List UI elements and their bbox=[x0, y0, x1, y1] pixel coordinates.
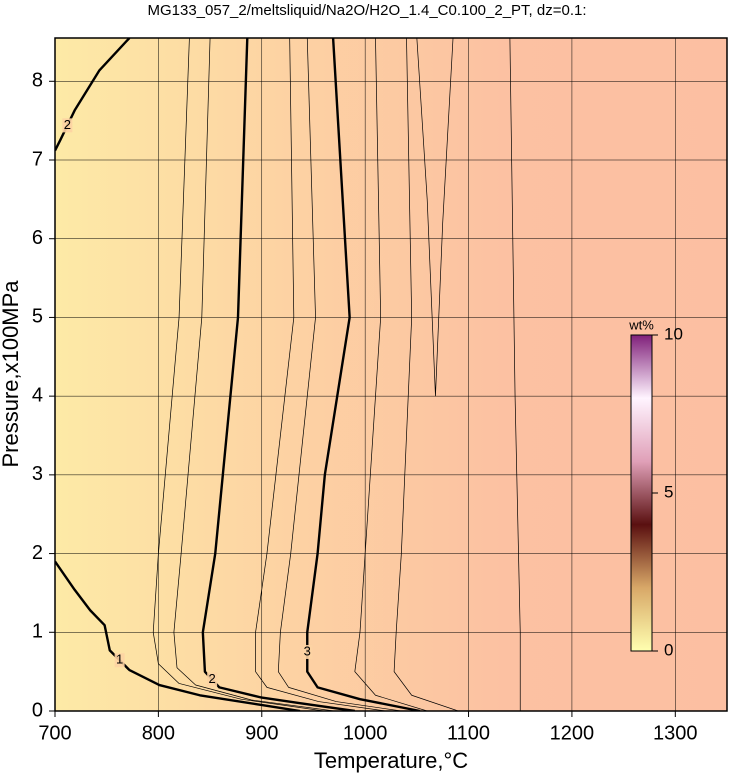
major-contour bbox=[201, 38, 355, 711]
y-tick-label: 7 bbox=[32, 148, 43, 170]
colorbar bbox=[630, 334, 653, 652]
contour bbox=[509, 38, 521, 711]
x-tick-label: 800 bbox=[142, 722, 175, 744]
y-tick-label: 0 bbox=[32, 699, 43, 721]
major-contour bbox=[55, 38, 131, 152]
plot-background bbox=[55, 38, 727, 711]
y-tick-label: 8 bbox=[32, 70, 43, 92]
colorbar-tick-label: 5 bbox=[664, 482, 673, 501]
plot-area: 1 2 3 2 bbox=[55, 38, 727, 711]
contour-label-bg bbox=[302, 644, 313, 659]
contour bbox=[255, 38, 386, 711]
contour bbox=[152, 38, 324, 711]
contour bbox=[416, 38, 454, 397]
y-tick-label: 4 bbox=[32, 384, 43, 406]
contour-label-bg bbox=[207, 672, 218, 687]
x-tick-label: 1100 bbox=[447, 722, 490, 744]
x-tick-label: 1000 bbox=[343, 722, 388, 744]
x-axis-label: Temperature,°C bbox=[314, 748, 468, 773]
colorbar-tick-label: 0 bbox=[664, 640, 673, 659]
contour-label: 1 bbox=[116, 652, 123, 667]
y-tick-label: 1 bbox=[32, 621, 43, 643]
contour-label: 2 bbox=[64, 117, 71, 132]
x-tick-label: 1300 bbox=[653, 722, 698, 744]
x-tick-label: 700 bbox=[38, 722, 71, 744]
major-contour bbox=[306, 38, 421, 711]
contour-label-bg bbox=[62, 118, 73, 133]
contour-label: 2 bbox=[209, 671, 216, 686]
y-tick-label: 3 bbox=[32, 463, 43, 485]
colorbar-tick-label: 10 bbox=[664, 324, 683, 343]
contour bbox=[173, 38, 335, 711]
y-tick-label: 2 bbox=[32, 542, 43, 564]
chart-title: MG133_057_2/meltsliquid/Na2O/H2O_1.4_C0.… bbox=[147, 2, 586, 19]
contour-label: 3 bbox=[304, 643, 311, 658]
y-tick-label: 5 bbox=[32, 306, 43, 328]
contour bbox=[277, 38, 402, 711]
x-tick-label: 900 bbox=[245, 722, 278, 744]
contour bbox=[393, 38, 459, 711]
contour-label-bg bbox=[114, 653, 125, 668]
y-tick-label: 6 bbox=[32, 227, 43, 249]
x-tick-label: 1200 bbox=[550, 722, 595, 744]
plot-frame bbox=[54, 37, 728, 712]
contour bbox=[354, 38, 428, 711]
colorbar-label: wt% bbox=[628, 317, 654, 332]
y-axis-label: Pressure,x100MPa bbox=[0, 280, 23, 468]
